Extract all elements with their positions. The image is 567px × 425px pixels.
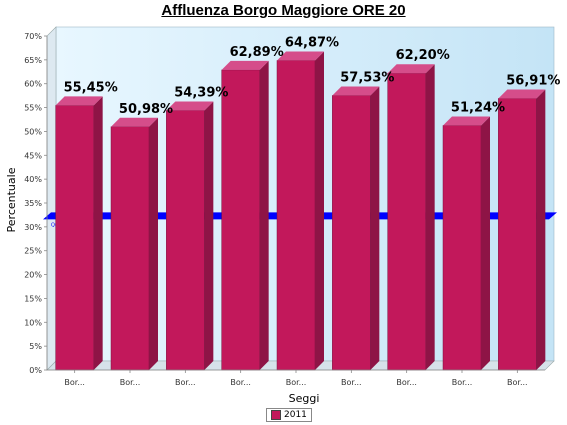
y-tick-label: 5% <box>29 342 42 351</box>
x-axis-title: Seggi <box>289 392 320 405</box>
bar-side <box>204 101 214 371</box>
data-label: 56,91% <box>506 73 560 88</box>
bar-side <box>315 51 324 371</box>
y-tick-label: 50% <box>24 127 42 136</box>
x-tick-label: Bor... <box>507 378 528 387</box>
bar <box>276 51 324 371</box>
data-label: 51,24% <box>451 101 505 116</box>
legend-swatch <box>271 410 281 420</box>
bar-side <box>93 96 103 370</box>
data-label: 50,98% <box>119 102 173 117</box>
bar-front <box>276 60 316 371</box>
data-label: 54,39% <box>174 85 228 100</box>
bar <box>332 86 380 371</box>
plot-side-wall <box>46 26 57 371</box>
y-tick-label: 10% <box>24 318 42 327</box>
data-label: 62,89% <box>230 45 284 60</box>
x-tick-label: Bor... <box>120 378 141 387</box>
y-tick-label: 15% <box>24 294 42 303</box>
bar-front <box>332 95 371 371</box>
bar <box>55 96 103 371</box>
bar-top <box>55 96 103 106</box>
legend: 2011 <box>266 408 312 422</box>
x-tick-label: Bor... <box>64 378 85 387</box>
bar <box>110 117 158 371</box>
data-labels: 55,45%50,98%54,39% 62,89%64,87% 57,53%62,2… <box>64 35 561 116</box>
y-tick-label: 40% <box>24 175 42 184</box>
x-tick-label: Bor... <box>175 378 196 387</box>
legend-label: 2011 <box>284 410 307 420</box>
x-tick-label: Bor... <box>341 378 362 387</box>
bar-front <box>442 125 482 371</box>
x-tick-label: Bor... <box>230 378 251 387</box>
x-tick-label: Bor... <box>286 378 307 387</box>
bars <box>55 51 546 371</box>
data-label: 62,20% <box>396 48 450 63</box>
bar-side <box>370 86 380 370</box>
x-tick-label: Bor... <box>396 378 417 387</box>
bar-front <box>387 72 426 371</box>
bar-side <box>259 60 269 370</box>
axes: 0% 5% 10% 15% 20% 25% 30% 35% 40% 45% 50% 55% 60% 65%… <box>24 32 545 387</box>
bar-front <box>221 69 260 371</box>
bar-side <box>149 117 158 371</box>
y-tick-label: 65% <box>24 56 42 65</box>
y-tick-label: 25% <box>24 247 42 256</box>
chart-title: Affluenza Borgo Maggiore ORE 20 <box>161 2 406 19</box>
bar-top <box>443 116 490 126</box>
bar-top <box>498 89 546 99</box>
bar-front <box>498 98 537 371</box>
bar-top <box>387 64 435 74</box>
bar-front <box>110 126 150 371</box>
bar <box>166 101 214 371</box>
y-tick-label: 70% <box>24 32 42 41</box>
bar-top <box>166 101 214 111</box>
y-tick-label: 30% <box>24 223 42 232</box>
y-tick-label: 60% <box>24 80 42 89</box>
y-tick-label: 35% <box>24 199 42 208</box>
bar-side <box>481 116 490 371</box>
bar-top <box>111 117 158 127</box>
y-tick-label: 20% <box>24 271 42 280</box>
x-tick-label: Bor... <box>452 378 473 387</box>
bar-side <box>425 64 435 371</box>
data-label: 64,87% <box>285 35 339 50</box>
y-tick-label: 45% <box>24 151 42 160</box>
y-tick-label: 55% <box>24 104 42 113</box>
data-label: 55,45% <box>64 80 118 95</box>
bar-front <box>166 110 205 371</box>
bar-front <box>55 105 94 371</box>
bar-top <box>277 51 324 61</box>
bar <box>498 89 546 371</box>
bar <box>221 60 269 371</box>
bar-top <box>221 60 269 70</box>
data-label: 57,53% <box>340 70 394 85</box>
bar <box>442 116 490 371</box>
y-tick-label: 0% <box>29 366 42 375</box>
bar-side <box>536 89 546 370</box>
y-axis-title: Percentuale <box>5 167 18 232</box>
bar <box>387 64 435 371</box>
bar-top <box>332 86 380 96</box>
